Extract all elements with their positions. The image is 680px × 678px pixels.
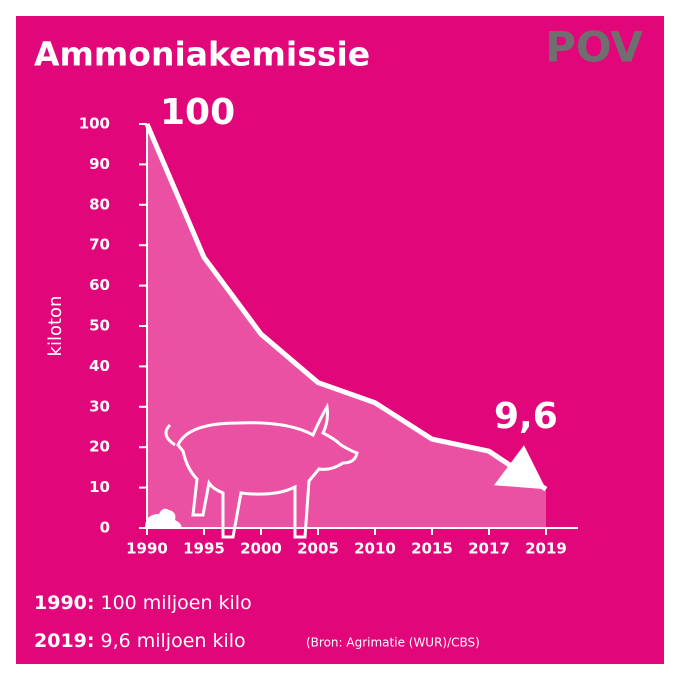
y-axis-label: kiloton	[45, 296, 66, 357]
footer: 1990: 100 miljoen kilo 2019: 9,6 miljoen ki…	[34, 592, 480, 652]
x-tick-label: 2000	[240, 540, 282, 558]
y-tick-label: 70	[89, 236, 110, 254]
note-text: 100 miljoen kilo	[100, 592, 251, 614]
annotation: 9,6	[494, 396, 558, 437]
note-text: 9,6 miljoen kilo	[100, 630, 245, 652]
x-tick-label: 2010	[354, 540, 396, 558]
background	[16, 16, 664, 664]
manure-icon	[145, 508, 182, 528]
chart-title: Ammoniakemissie	[34, 35, 370, 74]
line	[144, 123, 548, 492]
x-tick-label: 2019	[525, 540, 567, 558]
x-tick-label: 1995	[183, 540, 225, 558]
x-tick-label: 2017	[468, 540, 510, 558]
pig-illustration	[164, 402, 359, 539]
x-tick-label: 2005	[297, 540, 339, 558]
plot: 0 10 20 30 40 50 60 70 80 90 100 1990 1995 2000 2005 20…	[79, 92, 578, 558]
y-tick-label: 50	[89, 317, 110, 335]
y-tick-label: 90	[89, 155, 110, 173]
y-tick-label: 40	[89, 357, 110, 375]
y-tick-label: 30	[89, 397, 110, 415]
arrow-head	[494, 445, 546, 490]
x-tick-label: 2015	[411, 540, 453, 558]
y-tick-label: 10	[89, 478, 110, 496]
logo: POV	[545, 23, 643, 72]
y-tick-label: 60	[89, 276, 110, 294]
note-label: 2019:	[34, 630, 94, 652]
annotation: 100	[160, 92, 235, 133]
y-tick-label: 0	[100, 519, 110, 537]
note: 2019: 9,6 miljoen kilo	[34, 630, 246, 652]
source: (Bron: Agrimatie (WUR)/CBS)	[306, 636, 480, 650]
area	[147, 124, 546, 528]
y-tick-label: 100	[79, 115, 110, 133]
y-tick-label: 20	[89, 438, 110, 456]
y-tick-label: 80	[89, 195, 110, 213]
note: 1990: 100 miljoen kilo	[34, 592, 252, 614]
x-tick-label: 1990	[126, 540, 168, 558]
note-label: 1990:	[34, 592, 94, 614]
